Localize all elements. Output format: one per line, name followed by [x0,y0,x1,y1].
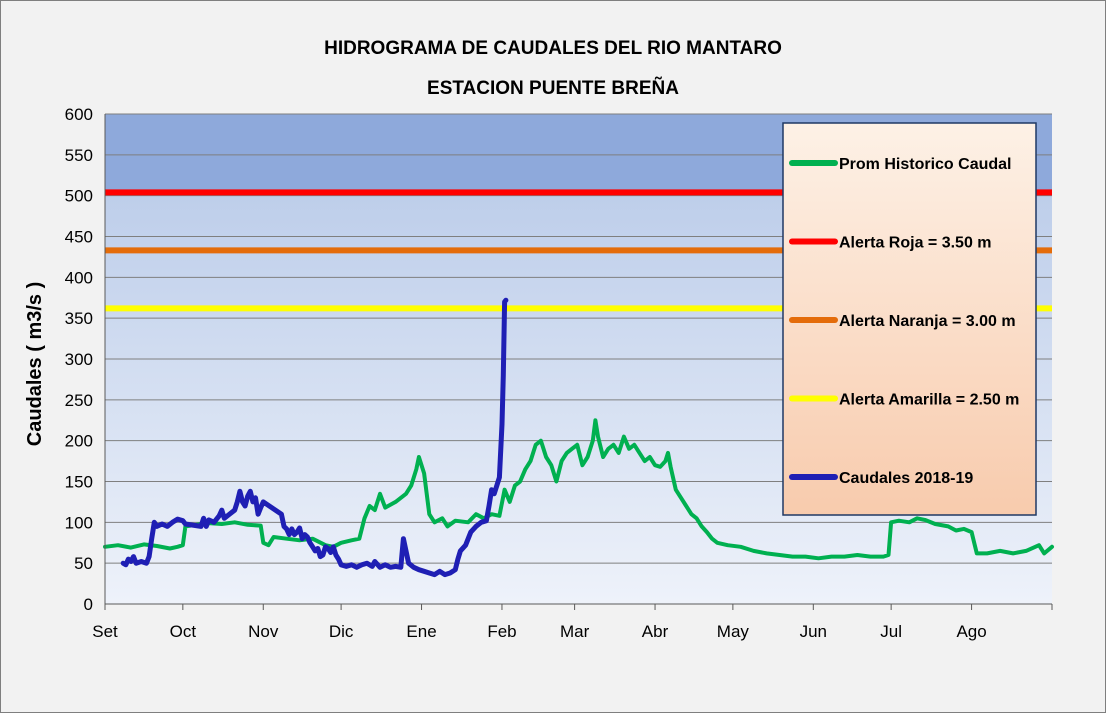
x-tick-label: May [717,622,750,641]
axes: 0 50 100 150 200 250 300 350 400 450 500 550 600 Set O… [65,105,1053,641]
y-tick-label: 100 [65,513,93,532]
x-tick-label: Nov [248,622,279,641]
x-tick-label: Jul [880,622,902,641]
y-tick-label: 350 [65,309,93,328]
x-tick-label: Ago [956,622,986,641]
legend-label: Alerta Amarilla = 2.50 m [839,392,1019,409]
y-tick-label: 400 [65,268,93,287]
y-tick-label: 300 [65,350,93,369]
x-tick-label: Set [92,622,118,641]
chart-subtitle: ESTACION PUENTE BREÑA [427,77,679,99]
legend: Prom Historico Caudal Alerta Roja = 3.50 … [782,122,1037,516]
legend-label: Prom Historico Caudal [839,156,1011,173]
y-axis-label: Caudales ( m3/s ) [24,282,46,447]
x-tick-label: Dic [329,622,354,641]
legend-label: Alerta Roja = 3.50 m [839,235,992,252]
x-tick-label: Mar [560,622,590,641]
y-tick-label: 500 [65,187,93,206]
series-line-historical [103,418,1054,561]
x-tick-label: Oct [170,622,197,641]
x-tick-label: Ene [406,622,436,641]
y-tick-label: 250 [65,391,93,410]
series-line-2018-19 [120,297,509,578]
y-tick-label: 150 [65,473,93,492]
y-tick-label: 600 [65,105,93,124]
legend-label: Alerta Naranja = 3.00 m [839,313,1016,330]
x-tick-label: Feb [487,622,516,641]
y-tick-label: 450 [65,228,93,247]
y-tick-label: 200 [65,432,93,451]
chart-title: HIDROGRAMA DE CAUDALES DEL RIO MANTARO [324,38,782,59]
x-tick-label: Jun [800,622,827,641]
y-tick-label: 0 [84,595,93,614]
x-tick-label: Abr [642,622,669,641]
y-tick-label: 550 [65,146,93,165]
series-lines [103,297,1054,578]
legend-label: Caudales 2018-19 [839,470,973,487]
y-tick-label: 50 [74,554,93,573]
